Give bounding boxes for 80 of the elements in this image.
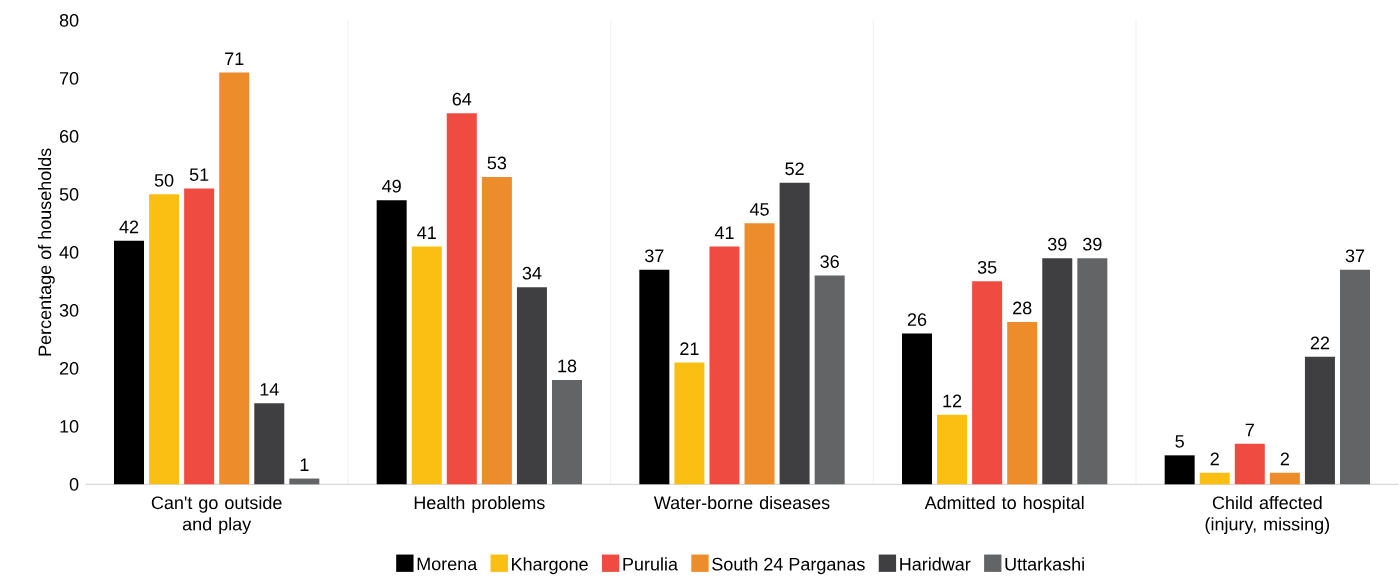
bar [1199,472,1230,485]
x-tick-label: Can't go outside and play [151,495,282,535]
y-tick-label: 50 [59,187,79,201]
data-label: 45 [749,203,769,216]
legend-label: Morena [417,557,478,571]
data-label: 18 [558,359,577,373]
data-label: 2 [1210,452,1219,466]
y-tick-label: 10 [60,419,79,433]
bar [219,72,250,485]
bar [376,200,407,485]
data-label: 53 [487,156,507,170]
x-tick-label: Health problems [414,495,545,513]
bar [446,113,477,485]
data-label: 52 [785,162,804,176]
bar [639,269,670,485]
bar [937,414,968,485]
bar [779,182,810,485]
data-label: 7 [1245,423,1254,437]
data-label: 42 [119,220,139,234]
legend-label: South 24 Parganas [712,557,865,575]
bar [114,240,145,485]
data-label: 49 [382,179,401,193]
legend-label: Khargone [512,557,588,575]
x-tick-label: Child affected (injury, missing) [1205,495,1330,535]
bar [149,194,180,485]
bar [1269,472,1300,485]
data-label: 64 [452,92,472,106]
y-axis-title: Percentage of households [38,148,55,356]
bar [1234,443,1265,485]
y-tick-label: 40 [59,245,79,259]
bar [744,223,775,485]
y-tick-label: 80 [59,13,79,27]
data-label: 41 [714,226,734,239]
legend-label: Uttarkashi [1005,557,1084,571]
data-label: 39 [1047,237,1067,251]
data-label: 51 [189,168,209,181]
bar [411,246,442,485]
bar [1304,356,1335,485]
bar [814,275,845,485]
y-tick-label: 30 [59,303,79,317]
data-label: 14 [260,383,279,396]
data-label: 36 [820,255,839,268]
bar [254,403,285,485]
bar [902,333,932,485]
y-tick-label: 20 [59,361,79,375]
data-label: 21 [680,342,699,355]
bar [516,287,547,485]
data-label: 28 [1013,301,1032,315]
x-tick-label: Admitted to hospital [924,495,1084,513]
x-tick-label: Water-borne diseases [653,495,830,510]
data-label: 5 [1175,435,1184,448]
y-tick-label: 0 [69,477,79,491]
data-label: 26 [907,313,927,326]
y-tick-label: 60 [59,129,79,143]
data-label: 34 [522,266,542,280]
bar [1340,269,1370,485]
data-label: 37 [645,249,664,263]
data-label: 39 [1083,237,1102,251]
legend-label: Purulia [623,557,678,571]
data-label: 50 [154,173,174,187]
data-label: 71 [225,52,244,65]
bar [709,246,740,485]
bar [1007,321,1038,485]
data-label: 41 [417,226,436,239]
bar [481,176,512,485]
data-label: 35 [977,260,997,274]
bar [1077,258,1108,485]
bar [184,188,215,485]
y-tick-label: 70 [59,71,79,85]
bar [1042,258,1073,485]
data-label: 22 [1310,336,1330,350]
data-label: 1 [300,458,309,471]
bar [552,379,582,485]
bar [972,281,1003,485]
data-label: 2 [1280,452,1289,466]
legend-label: Haridwar [900,557,971,571]
data-label: 37 [1345,249,1365,263]
bar [1164,455,1195,485]
data-label: 12 [943,394,962,408]
bar [674,362,705,485]
